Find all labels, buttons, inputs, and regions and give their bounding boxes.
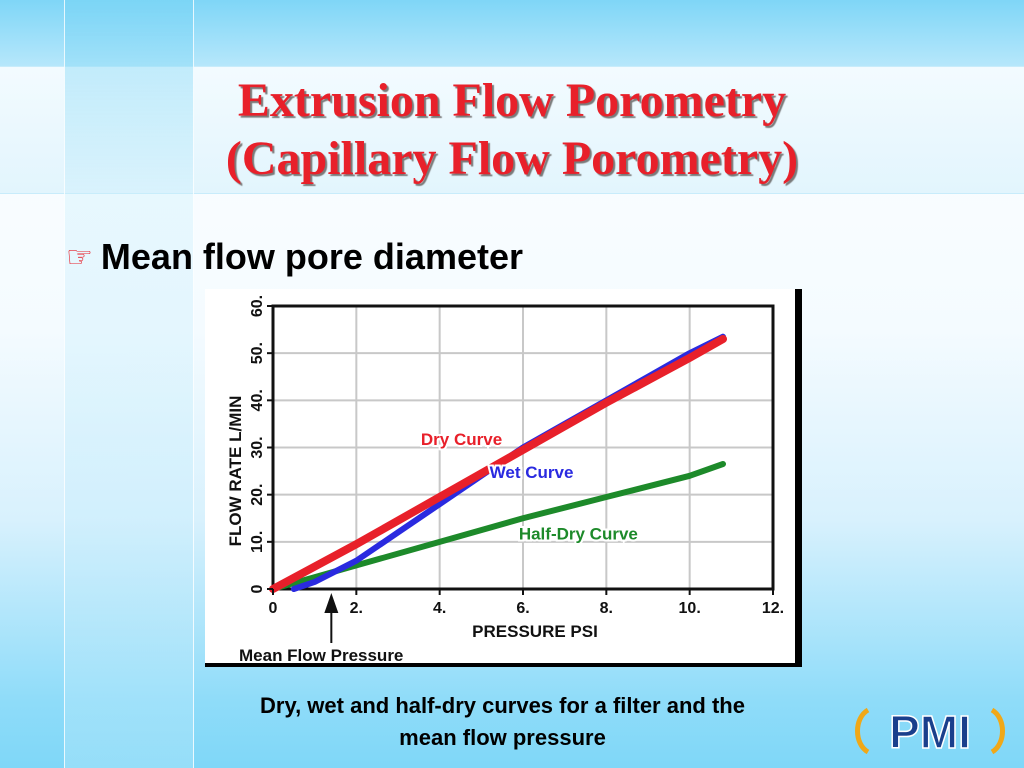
mean-flow-pressure-label: Mean Flow Pressure (239, 646, 403, 665)
x-tick-label: 10. (679, 600, 701, 617)
wet-curve-label: Wet Curve (490, 463, 574, 482)
y-tick-label: 0 (249, 584, 266, 593)
y-tick-label: 30. (249, 436, 266, 458)
caption-line-2: mean flow pressure (399, 725, 606, 750)
x-tick-label: 6. (516, 600, 529, 617)
decorative-strip (64, 0, 194, 768)
bullet-point: ☞ Mean flow pore diameter (66, 232, 523, 282)
x-tick-label: 2. (350, 600, 363, 617)
figure-caption: Dry, wet and half-dry curves for a filte… (140, 690, 865, 754)
x-tick-label: 0 (269, 600, 278, 617)
y-tick-label: 20. (249, 484, 266, 506)
x-tick-label: 4. (433, 600, 446, 617)
dry-curve-label: Dry Curve (421, 430, 502, 449)
chart-panel: 0 2. 4. 6. 8. 10. 12. 0 10. 20. 30. 40. 50. 60. PRESS… (205, 289, 802, 667)
series-line-dry (269, 335, 727, 593)
y-tick-label: 60. (249, 295, 266, 317)
bullet-text: Mean flow pore diameter (100, 236, 523, 277)
pmi-logo: PMI (855, 705, 1005, 759)
y-axis-label: FLOW RATE L/MIN (226, 396, 245, 547)
logo-right-arc (990, 707, 1005, 755)
title-line-2: (Capillary Flow Porometry) (225, 132, 799, 185)
y-tick-label: 50. (249, 342, 266, 364)
chart-shadow-right (795, 289, 802, 667)
x-axis-label: PRESSURE PSI (472, 622, 598, 641)
title-line-1: Extrusion Flow Porometry (237, 74, 787, 127)
flow-chart: 0 2. 4. 6. 8. 10. 12. 0 10. 20. 30. 40. 50. 60. PRESS… (205, 289, 802, 667)
mean-flow-arrow-head (324, 593, 339, 613)
series-line-half-dry (270, 461, 726, 592)
half-dry-curve-label: Half-Dry Curve (519, 524, 638, 543)
y-tick-label: 10. (249, 531, 266, 553)
y-tick-label: 40. (249, 389, 266, 411)
pointing-hand-icon: ☞ (66, 239, 93, 275)
caption-line-1: Dry, wet and half-dry curves for a filte… (260, 693, 745, 718)
x-tick-label: 12. (762, 600, 784, 617)
x-tick-label: 8. (600, 600, 613, 617)
chart-shadow-bottom (205, 663, 802, 667)
logo-left-arc (855, 707, 870, 755)
slide-title: Extrusion Flow Porometry (Capillary Flow… (0, 72, 1024, 188)
logo-text: PMI (889, 706, 971, 758)
